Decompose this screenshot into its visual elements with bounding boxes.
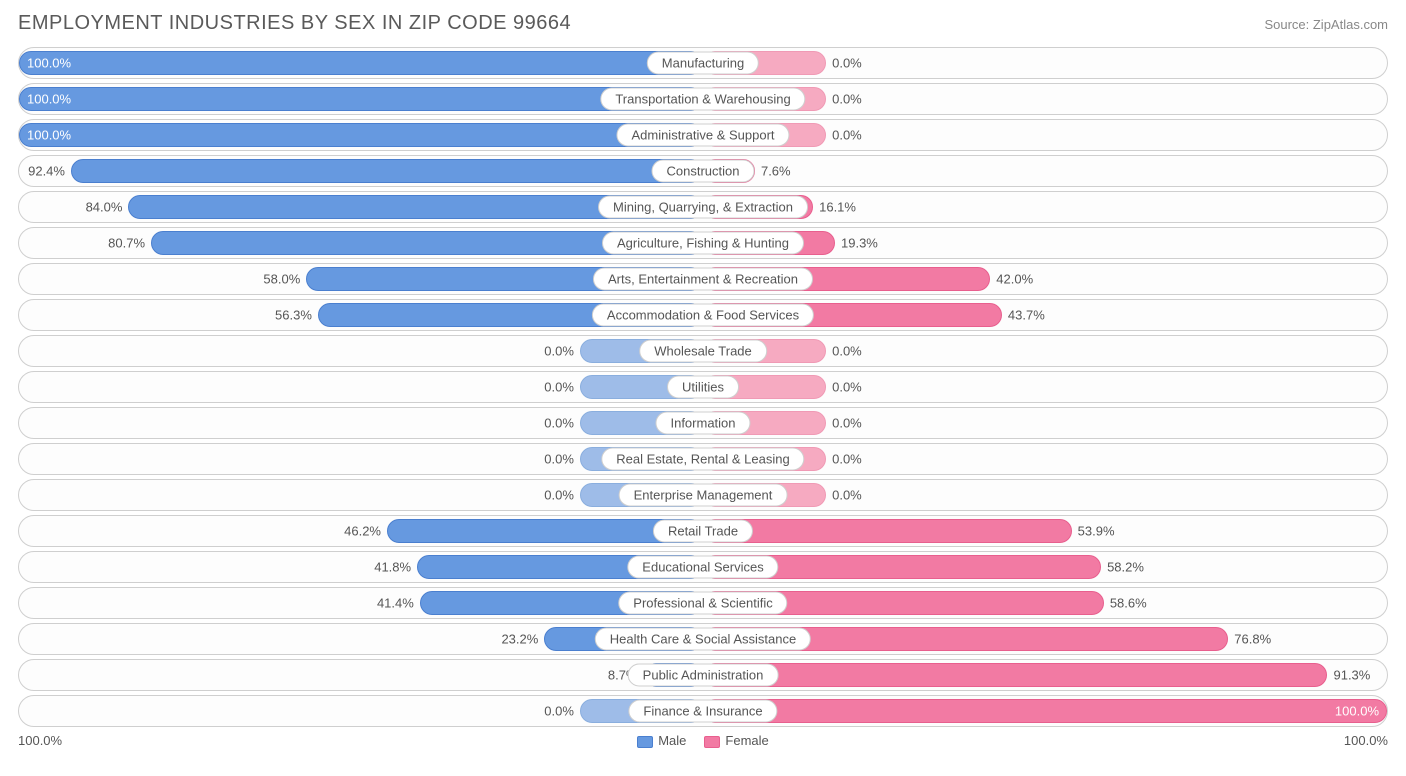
male-pct-label: 46.2% bbox=[344, 524, 381, 539]
male-pct-label: 0.0% bbox=[544, 488, 574, 503]
axis-left-label: 100.0% bbox=[18, 733, 62, 748]
chart-row: 0.0% 100.0% Finance & Insurance bbox=[18, 695, 1388, 727]
male-pct-label: 56.3% bbox=[275, 308, 312, 323]
category-label: Enterprise Management bbox=[619, 484, 788, 507]
category-label: Transportation & Warehousing bbox=[600, 88, 805, 111]
chart-row: 0.0% 0.0% Utilities bbox=[18, 371, 1388, 403]
chart-row: 100.0% 0.0% Administrative & Support bbox=[18, 119, 1388, 151]
chart-row: 56.3% 43.7% Accommodation & Food Services bbox=[18, 299, 1388, 331]
female-pct-label: 42.0% bbox=[996, 272, 1033, 287]
diverging-bar-chart: 100.0% 0.0% Manufacturing 100.0% 0.0% Transpo… bbox=[18, 47, 1388, 727]
male-pct-label: 41.4% bbox=[377, 596, 414, 611]
female-pct-label: 0.0% bbox=[832, 452, 862, 467]
female-pct-label: 76.8% bbox=[1234, 632, 1271, 647]
chart-title: EMPLOYMENT INDUSTRIES BY SEX IN ZIP CODE… bbox=[18, 12, 571, 35]
chart-row: 0.0% 0.0% Information bbox=[18, 407, 1388, 439]
category-label: Administrative & Support bbox=[616, 124, 789, 147]
male-pct-label: 100.0% bbox=[27, 128, 71, 143]
chart-row: 46.2% 53.9% Retail Trade bbox=[18, 515, 1388, 547]
male-bar bbox=[19, 51, 703, 75]
female-pct-label: 0.0% bbox=[832, 380, 862, 395]
male-pct-label: 41.8% bbox=[374, 560, 411, 575]
legend-male-label: Male bbox=[658, 733, 686, 748]
male-bar bbox=[71, 159, 703, 183]
male-pct-label: 92.4% bbox=[28, 164, 65, 179]
category-label: Accommodation & Food Services bbox=[592, 304, 814, 327]
male-pct-label: 23.2% bbox=[501, 632, 538, 647]
chart-row: 100.0% 0.0% Transportation & Warehousing bbox=[18, 83, 1388, 115]
chart-row: 84.0% 16.1% Mining, Quarrying, & Extractio… bbox=[18, 191, 1388, 223]
male-pct-label: 100.0% bbox=[27, 56, 71, 71]
chart-row: 41.4% 58.6% Professional & Scientific bbox=[18, 587, 1388, 619]
chart-row: 92.4% 7.6% Construction bbox=[18, 155, 1388, 187]
category-label: Agriculture, Fishing & Hunting bbox=[602, 232, 804, 255]
category-label: Retail Trade bbox=[653, 520, 753, 543]
chart-row: 58.0% 42.0% Arts, Entertainment & Recreati… bbox=[18, 263, 1388, 295]
male-pct-label: 0.0% bbox=[544, 344, 574, 359]
female-pct-label: 91.3% bbox=[1333, 668, 1370, 683]
female-pct-label: 7.6% bbox=[761, 164, 791, 179]
legend-female: Female bbox=[704, 733, 768, 748]
category-label: Manufacturing bbox=[647, 52, 759, 75]
female-pct-label: 19.3% bbox=[841, 236, 878, 251]
chart-row: 0.0% 0.0% Real Estate, Rental & Leasing bbox=[18, 443, 1388, 475]
female-pct-label: 0.0% bbox=[832, 56, 862, 71]
male-pct-label: 0.0% bbox=[544, 380, 574, 395]
category-label: Arts, Entertainment & Recreation bbox=[593, 268, 813, 291]
female-pct-label: 0.0% bbox=[832, 416, 862, 431]
male-swatch-icon bbox=[637, 736, 653, 748]
category-label: Information bbox=[655, 412, 750, 435]
category-label: Wholesale Trade bbox=[639, 340, 767, 363]
male-pct-label: 58.0% bbox=[263, 272, 300, 287]
chart-row: 0.0% 0.0% Wholesale Trade bbox=[18, 335, 1388, 367]
male-pct-label: 80.7% bbox=[108, 236, 145, 251]
female-pct-label: 0.0% bbox=[832, 344, 862, 359]
category-label: Finance & Insurance bbox=[628, 700, 777, 723]
category-label: Mining, Quarrying, & Extraction bbox=[598, 196, 808, 219]
category-label: Health Care & Social Assistance bbox=[595, 628, 811, 651]
legend: Male Female bbox=[637, 733, 769, 748]
axis-right-label: 100.0% bbox=[1344, 733, 1388, 748]
male-pct-label: 0.0% bbox=[544, 452, 574, 467]
legend-male: Male bbox=[637, 733, 686, 748]
female-pct-label: 0.0% bbox=[832, 128, 862, 143]
female-pct-label: 58.6% bbox=[1110, 596, 1147, 611]
female-bar bbox=[703, 663, 1327, 687]
male-bar bbox=[19, 123, 703, 147]
male-pct-label: 0.0% bbox=[544, 704, 574, 719]
chart-row: 100.0% 0.0% Manufacturing bbox=[18, 47, 1388, 79]
chart-row: 23.2% 76.8% Health Care & Social Assistanc… bbox=[18, 623, 1388, 655]
category-label: Professional & Scientific bbox=[618, 592, 787, 615]
chart-row: 80.7% 19.3% Agriculture, Fishing & Hunting bbox=[18, 227, 1388, 259]
female-pct-label: 0.0% bbox=[832, 488, 862, 503]
category-label: Utilities bbox=[667, 376, 739, 399]
source-label: Source: ZipAtlas.com bbox=[1264, 17, 1388, 32]
category-label: Construction bbox=[652, 160, 755, 183]
male-pct-label: 0.0% bbox=[544, 416, 574, 431]
chart-row: 41.8% 58.2% Educational Services bbox=[18, 551, 1388, 583]
category-label: Real Estate, Rental & Leasing bbox=[601, 448, 804, 471]
female-pct-label: 58.2% bbox=[1107, 560, 1144, 575]
female-bar bbox=[703, 699, 1387, 723]
category-label: Public Administration bbox=[628, 664, 779, 687]
female-pct-label: 16.1% bbox=[819, 200, 856, 215]
female-swatch-icon bbox=[704, 736, 720, 748]
legend-female-label: Female bbox=[725, 733, 768, 748]
female-pct-label: 43.7% bbox=[1008, 308, 1045, 323]
chart-row: 8.7%91.3%Public Administration bbox=[18, 659, 1388, 691]
female-pct-label: 53.9% bbox=[1078, 524, 1115, 539]
male-pct-label: 100.0% bbox=[27, 92, 71, 107]
category-label: Educational Services bbox=[627, 556, 778, 579]
female-bar bbox=[703, 519, 1072, 543]
chart-row: 0.0% 0.0% Enterprise Management bbox=[18, 479, 1388, 511]
male-pct-label: 84.0% bbox=[86, 200, 123, 215]
female-pct-label: 0.0% bbox=[832, 92, 862, 107]
female-pct-label: 100.0% bbox=[1335, 704, 1379, 719]
